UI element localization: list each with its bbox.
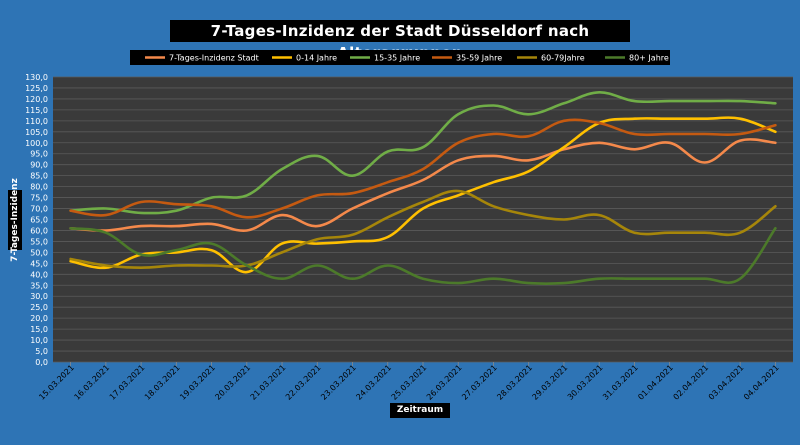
y-tick-label: 15,0 — [30, 325, 48, 334]
y-tick-label: 90,0 — [30, 161, 48, 170]
y-tick-label: 25,0 — [30, 303, 48, 312]
x-tick-label: 24.03.2021 — [354, 363, 393, 402]
legend-label: 7-Tages-Inzidenz Stadt — [169, 54, 259, 63]
x-tick-label: 19.03.2021 — [178, 363, 217, 402]
y-tick-label: 55,0 — [30, 237, 48, 246]
x-tick-label: 17.03.2021 — [108, 363, 147, 402]
x-tick-label: 23.03.2021 — [319, 363, 358, 402]
y-tick-label: 130,0 — [25, 73, 48, 82]
x-tick-label: 26.03.2021 — [425, 363, 464, 402]
x-tick-label: 22.03.2021 — [284, 363, 323, 402]
series-line-3 — [69, 90, 777, 215]
x-tick-label: 01.04.2021 — [636, 363, 675, 402]
x-tick-label: 29.03.2021 — [531, 363, 570, 402]
x-tick-label: 03.04.2021 — [707, 363, 746, 402]
series-line-5 — [69, 189, 777, 269]
y-tick-label: 75,0 — [30, 194, 48, 203]
y-tick-label: 95,0 — [30, 150, 48, 159]
y-tick-label: 40,0 — [30, 270, 48, 279]
x-tick-label: 16.03.2021 — [73, 363, 112, 402]
series-line-6 — [69, 227, 777, 285]
x-tick-label: 28.03.2021 — [495, 363, 534, 402]
y-tick-label: 0,0 — [35, 358, 48, 367]
y-tick-label: 10,0 — [30, 336, 48, 345]
x-tick-label: 02.04.2021 — [672, 363, 711, 402]
y-tick-label: 70,0 — [30, 205, 48, 214]
y-tick-label: 115,0 — [25, 106, 48, 115]
x-tick-label: 27.03.2021 — [460, 363, 499, 402]
x-axis-label: Zeitraum — [390, 403, 450, 418]
x-tick-label: 04.04.2021 — [742, 363, 781, 402]
y-tick-label: 35,0 — [30, 281, 48, 290]
y-tick-label: 50,0 — [30, 248, 48, 257]
legend-label: 80+ Jahre — [629, 54, 669, 63]
x-tick-label: 31.03.2021 — [601, 363, 640, 402]
x-tick-label: 20.03.2021 — [213, 363, 252, 402]
y-axis-label-box — [8, 190, 22, 250]
series-line-4 — [69, 118, 777, 219]
x-tick-label: 18.03.2021 — [143, 363, 182, 402]
y-tick-label: 45,0 — [30, 259, 48, 268]
legend-label: 15-35 Jahre — [374, 54, 420, 63]
y-tick-label: 5,0 — [35, 347, 48, 356]
x-tick-label: 21.03.2021 — [249, 363, 288, 402]
series-line-2 — [69, 116, 777, 274]
series-line-1 — [69, 138, 777, 232]
legend — [130, 50, 670, 65]
y-tick-label: 30,0 — [30, 292, 48, 301]
y-tick-label: 110,0 — [25, 117, 48, 126]
y-tick-label: 20,0 — [30, 314, 48, 323]
legend-label: 0-14 Jahre — [296, 54, 337, 63]
y-tick-label: 120,0 — [25, 95, 48, 104]
x-tick-label: 25.03.2021 — [390, 363, 429, 402]
y-tick-label: 85,0 — [30, 172, 48, 181]
y-tick-label: 105,0 — [25, 128, 48, 137]
legend-label: 35-59 Jahre — [456, 54, 502, 63]
y-tick-label: 100,0 — [25, 139, 48, 148]
y-tick-label: 125,0 — [25, 84, 48, 93]
y-tick-label: 80,0 — [30, 183, 48, 192]
x-tick-label: 15.03.2021 — [37, 363, 76, 402]
x-tick-label: 30.03.2021 — [566, 363, 605, 402]
legend-label: 60-79Jahre — [541, 54, 585, 63]
y-tick-label: 60,0 — [30, 226, 48, 235]
y-tick-label: 65,0 — [30, 216, 48, 225]
